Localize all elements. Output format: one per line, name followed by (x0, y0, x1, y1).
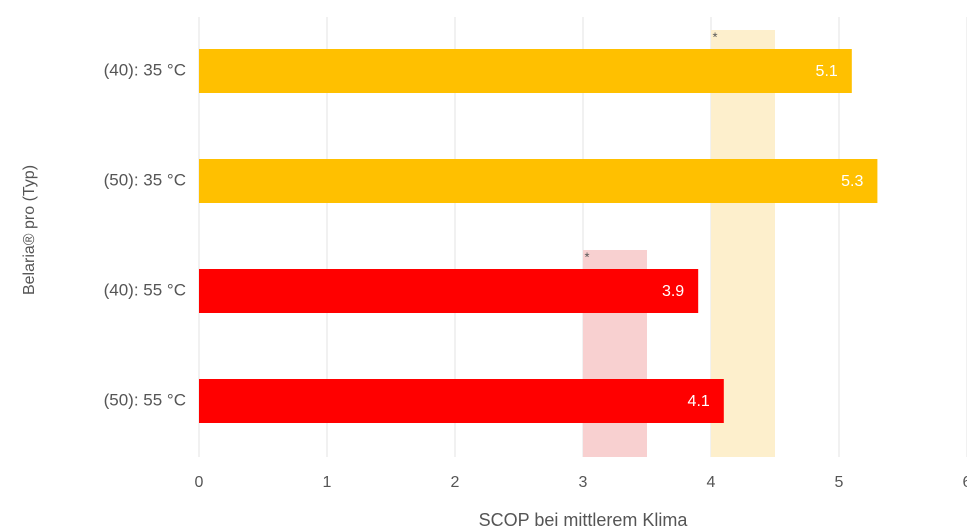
data-label: 5.3 (841, 173, 863, 190)
x-tick-label: 5 (835, 474, 844, 491)
y-tick-label: (40): 35 °C (104, 60, 186, 79)
y-tick-label: (50): 35 °C (104, 170, 186, 189)
y-axis-label: Belaria® pro (Typ) (21, 165, 38, 295)
x-tick-label: 1 (323, 474, 332, 491)
band-label: * (712, 29, 717, 44)
x-tick-label: 0 (195, 474, 204, 491)
x-tick-label: 4 (707, 474, 716, 491)
data-label: 3.9 (662, 283, 684, 300)
bar (199, 379, 724, 423)
data-label: 4.1 (688, 393, 710, 410)
x-axis-label: SCOP bei mittlerem Klima (479, 510, 689, 530)
data-label: 5.1 (816, 63, 838, 80)
band-label: * (584, 249, 589, 264)
x-tick-label: 3 (579, 474, 588, 491)
bar (199, 269, 699, 313)
y-tick-label: (40): 55 °C (104, 280, 186, 299)
x-tick-label: 2 (451, 474, 460, 491)
y-tick-label: (50): 55 °C (104, 390, 186, 409)
bar (199, 49, 852, 93)
bar (199, 159, 878, 203)
x-tick-label: 6 (963, 474, 967, 491)
